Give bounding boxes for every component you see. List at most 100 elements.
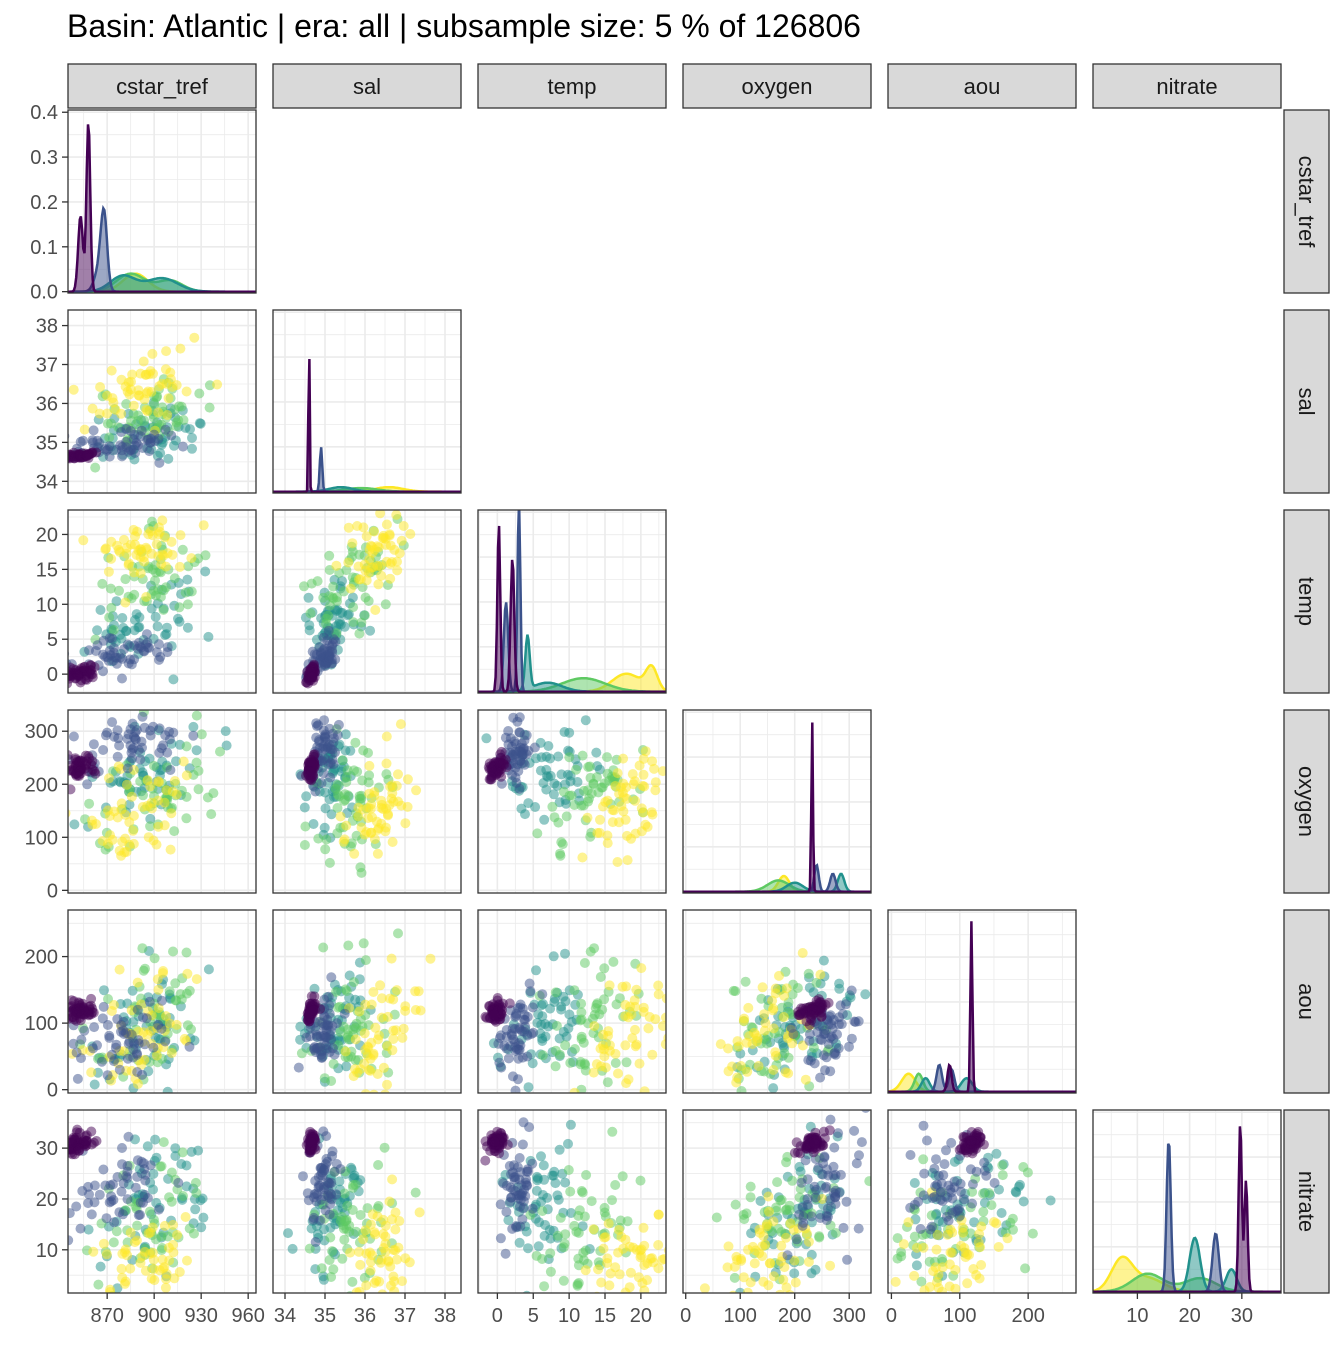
data-point-group-1 <box>307 671 317 682</box>
data-point-group-5 <box>78 535 89 546</box>
data-point-group-2 <box>971 1166 982 1177</box>
data-point-group-4 <box>206 809 217 820</box>
density-area-group-2 <box>683 865 871 892</box>
data-point-group-3 <box>516 803 527 814</box>
data-point-group-4 <box>578 1255 589 1266</box>
data-point-group-5 <box>630 795 641 806</box>
data-point-group-2 <box>537 989 548 1000</box>
data-point-group-4 <box>348 602 359 613</box>
data-point-group-4 <box>200 550 211 561</box>
data-point-group-3 <box>1015 1179 1025 1190</box>
panel-aou-vs-aou <box>887 909 1077 1094</box>
data-point-group-4 <box>360 592 371 603</box>
data-point-group-5 <box>944 1259 955 1270</box>
data-point-group-5 <box>343 522 354 533</box>
density-area-group-4 <box>273 488 461 492</box>
panel-temp-vs-cstar_tref <box>67 509 257 694</box>
data-point-group-4 <box>108 1237 119 1248</box>
panel-border <box>477 909 667 1094</box>
data-point-group-5 <box>598 1243 609 1254</box>
data-point-group-2 <box>503 726 514 736</box>
data-point-group-5 <box>630 1024 640 1035</box>
data-point-group-2 <box>788 1029 799 1039</box>
data-point-group-5 <box>121 542 132 553</box>
data-point-group-5 <box>128 400 139 411</box>
data-point-group-3 <box>539 1174 550 1185</box>
data-point-group-5 <box>341 820 352 831</box>
data-point-group-2 <box>49 1221 59 1231</box>
data-point-group-4 <box>532 828 543 839</box>
data-point-group-5 <box>605 1268 616 1279</box>
x-tick-label-870: 870 <box>90 1305 123 1327</box>
data-point-group-2 <box>514 727 525 738</box>
data-point-group-2 <box>310 1237 321 1247</box>
data-point-group-5 <box>634 1058 645 1069</box>
data-point-group-5 <box>368 987 379 997</box>
data-point-group-4 <box>348 1180 359 1191</box>
density-area-group-3 <box>888 1078 1076 1092</box>
panel-border <box>272 1109 462 1294</box>
strip-background <box>1092 63 1282 109</box>
data-point-group-3 <box>911 1260 922 1271</box>
density-area-group-3 <box>478 634 666 692</box>
data-point-group-5 <box>338 836 349 847</box>
chart-title: Basin: Atlantic | era: all | subsample s… <box>67 8 861 44</box>
data-point-group-3 <box>1018 1196 1029 1207</box>
strip-col-sal: sal <box>272 63 462 109</box>
data-point-group-3 <box>308 819 319 829</box>
data-point-group-1 <box>808 1147 819 1158</box>
data-point-group-5 <box>653 989 664 1000</box>
strip-background <box>1283 909 1330 1094</box>
data-point-group-2 <box>134 641 145 652</box>
data-point-group-2 <box>335 1164 346 1175</box>
data-point-group-5 <box>122 1250 133 1261</box>
data-point-group-2 <box>515 1201 525 1212</box>
data-point-group-5 <box>661 1012 666 1023</box>
data-point-group-5 <box>86 1067 97 1078</box>
data-point-group-2 <box>145 725 156 736</box>
data-point-group-5 <box>102 408 113 419</box>
data-point-group-5 <box>962 1278 973 1289</box>
data-point-group-1 <box>68 1007 78 1018</box>
density-line-group-1 <box>888 921 1076 1093</box>
data-point-group-2 <box>504 1161 515 1171</box>
data-point-group-2 <box>326 972 337 983</box>
data-point-group-5 <box>603 1026 614 1037</box>
data-point-group-2 <box>812 1027 823 1038</box>
data-point-group-4 <box>780 1205 791 1216</box>
data-point-group-4 <box>181 741 192 752</box>
data-point-group-4 <box>1020 1263 1031 1274</box>
data-point-group-5 <box>393 769 403 780</box>
strip-label: sal <box>353 74 381 99</box>
data-point-group-3 <box>95 1261 106 1272</box>
data-point-group-2 <box>133 1035 144 1046</box>
panel-border <box>477 709 667 894</box>
data-point-group-3 <box>148 1168 159 1179</box>
data-point-group-3 <box>735 1287 746 1293</box>
data-point-group-3 <box>778 1040 789 1051</box>
data-point-group-4 <box>149 953 160 964</box>
y-axis-sal: 34 35 36 37 38 <box>36 316 68 493</box>
data-point-group-4 <box>186 586 197 597</box>
data-point-group-4 <box>617 1171 628 1182</box>
data-point-group-5 <box>780 1067 791 1078</box>
data-point-group-5 <box>156 559 167 570</box>
data-point-group-2 <box>522 1011 533 1022</box>
data-point-group-5 <box>139 556 150 567</box>
data-point-group-2 <box>137 742 147 753</box>
data-point-group-3 <box>548 951 559 962</box>
data-point-group-5 <box>372 848 383 859</box>
data-point-group-5 <box>381 731 392 742</box>
data-point-group-2 <box>154 747 165 758</box>
panel-background <box>273 1110 461 1293</box>
data-point-group-5 <box>385 540 396 551</box>
data-point-group-2 <box>815 1213 826 1223</box>
data-point-group-2 <box>853 1016 864 1027</box>
data-point-group-2 <box>846 985 857 996</box>
data-point-group-4 <box>343 940 354 951</box>
data-point-group-4 <box>588 779 599 790</box>
density-line-group-1 <box>68 124 256 293</box>
data-point-group-4 <box>571 1226 582 1237</box>
data-point-group-2 <box>517 1139 528 1150</box>
data-point-group-2 <box>51 1165 61 1175</box>
